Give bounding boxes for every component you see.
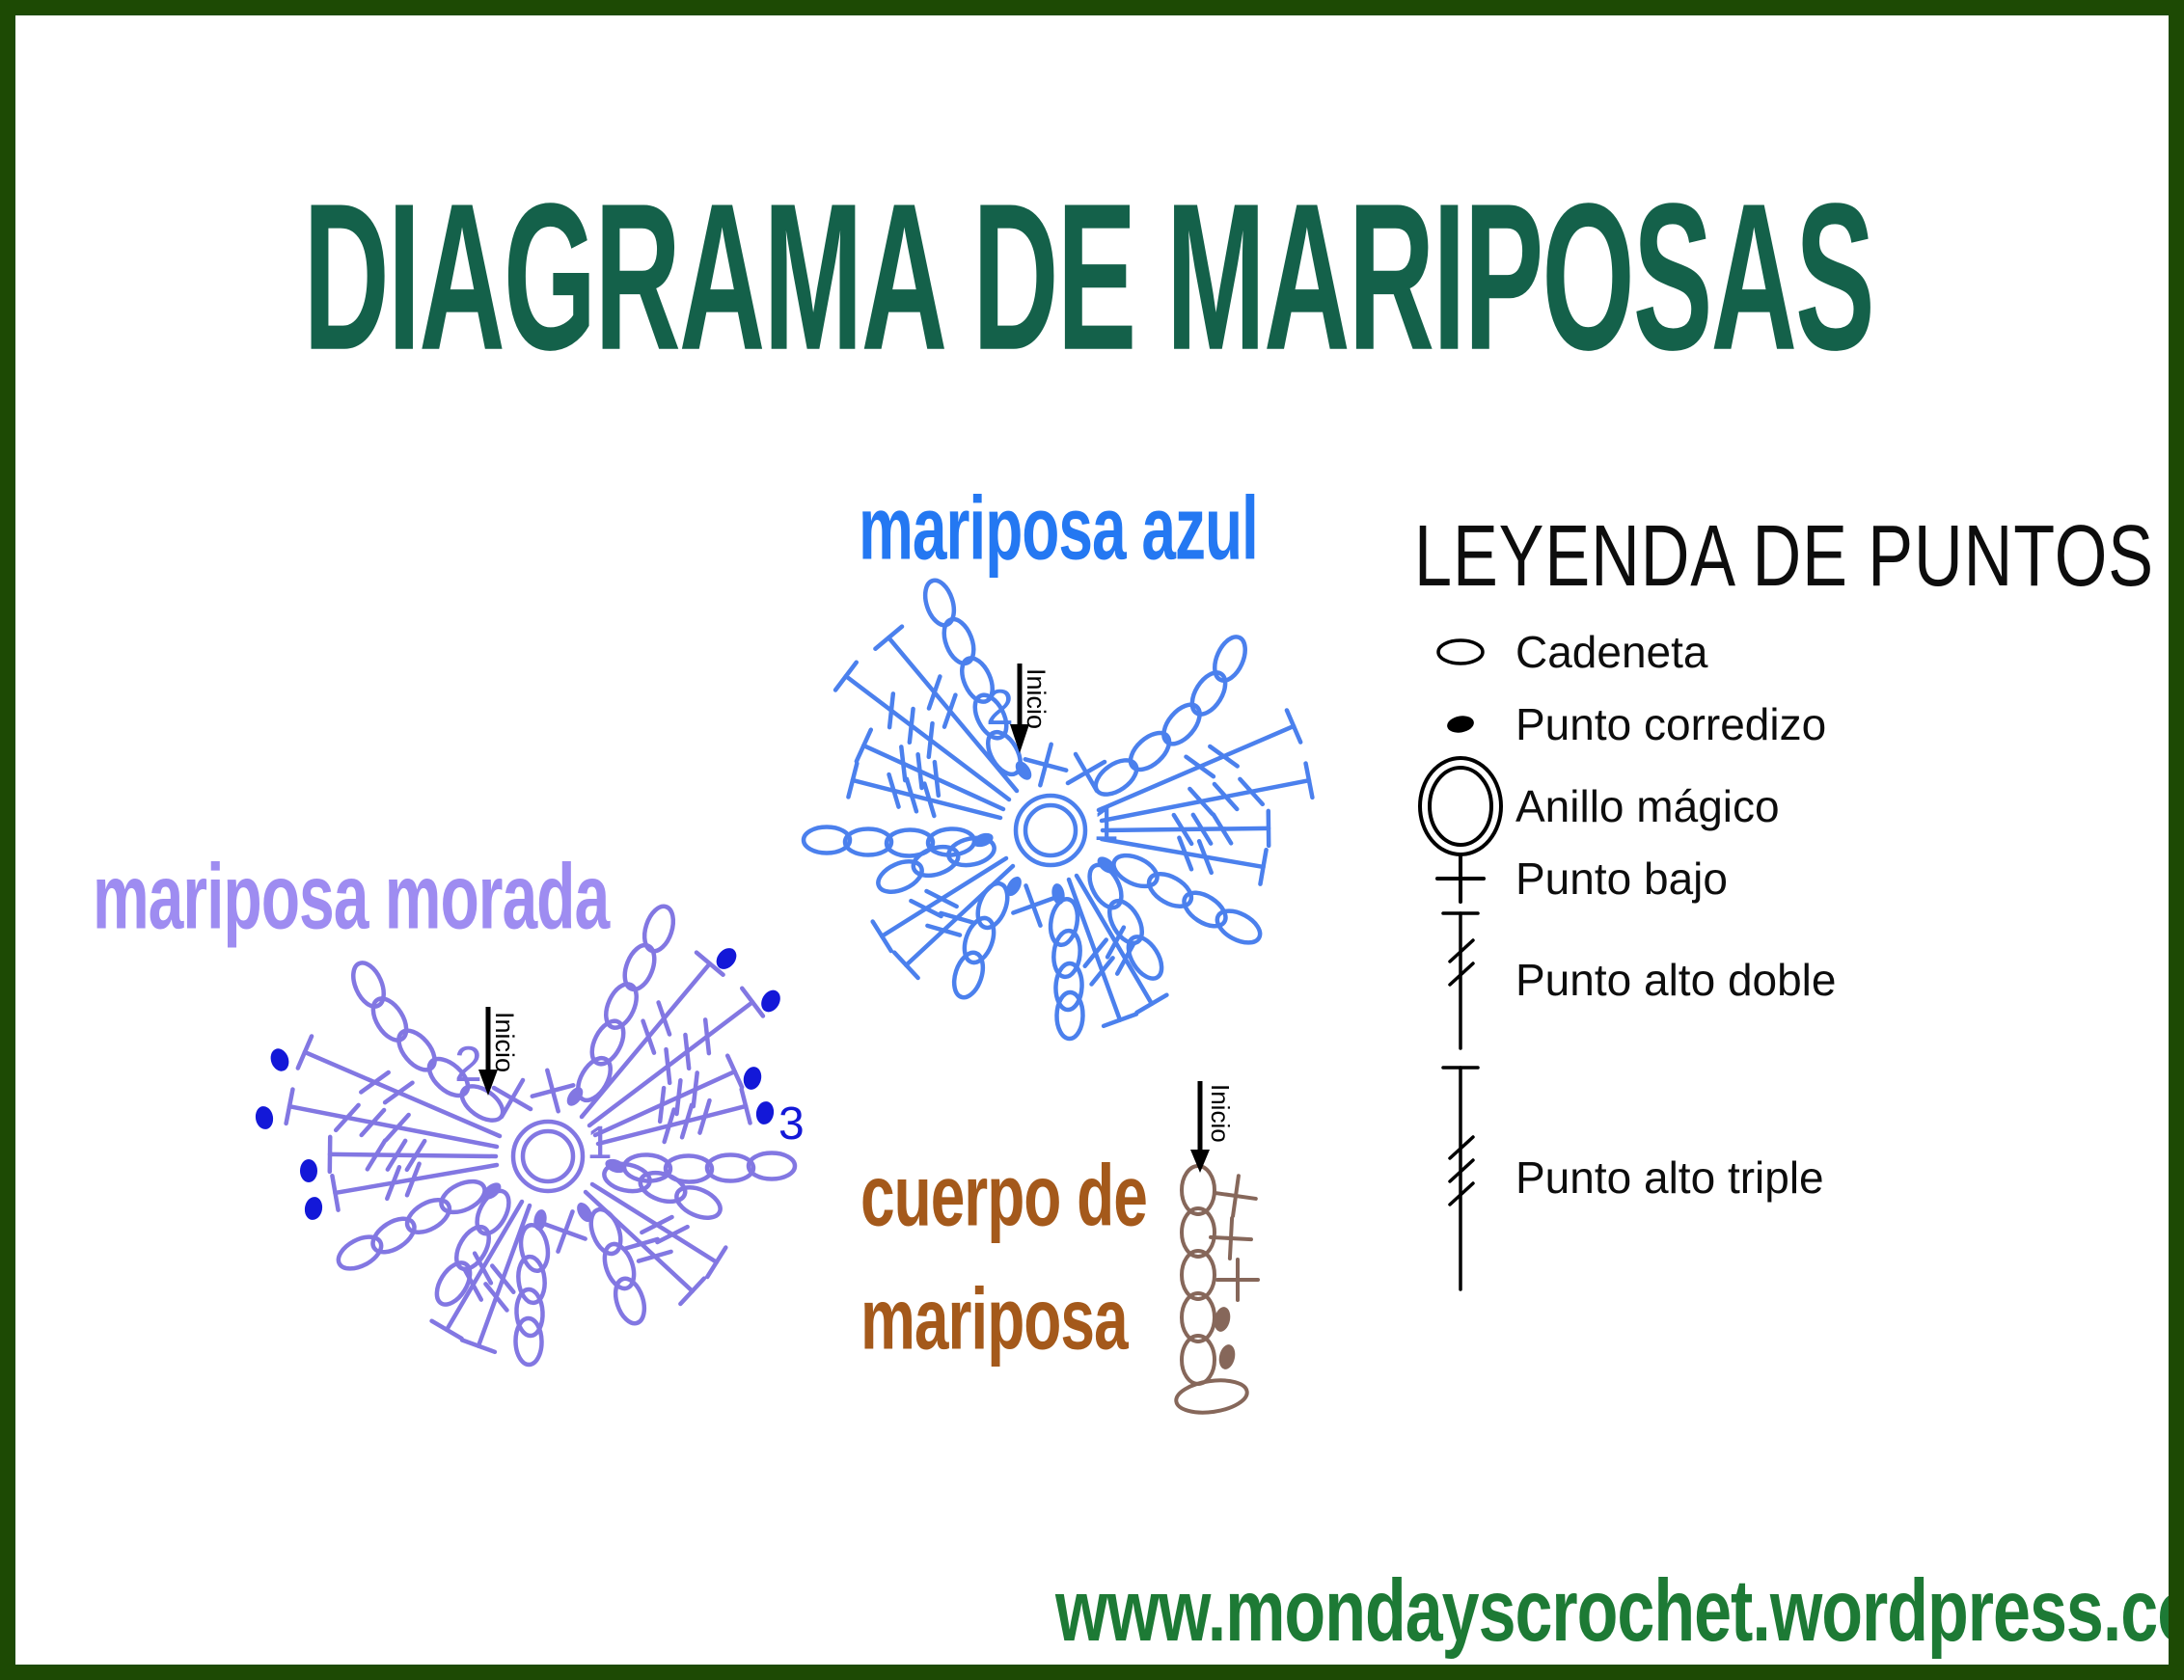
legend-label: Punto alto triple bbox=[1515, 1152, 1824, 1203]
label-mariposa-morada: mariposa morada bbox=[93, 844, 610, 948]
legend-label: Punto alto doble bbox=[1515, 955, 1837, 1005]
round1-number: 1 bbox=[587, 1118, 613, 1169]
round1-number: 1 bbox=[1093, 799, 1119, 851]
label-mariposa-azul: mariposa azul bbox=[859, 477, 1259, 579]
inicio-arrow bbox=[478, 1007, 498, 1096]
label-cuerpo-line1: cuerpo de bbox=[860, 1147, 1148, 1245]
label-cuerpo-line2: mariposa bbox=[860, 1270, 1129, 1368]
inicio-arrow bbox=[1010, 664, 1029, 753]
legend-row-bajo: Punto bajo bbox=[1405, 845, 1728, 912]
legend-label: Cadeneta bbox=[1515, 627, 1708, 677]
inicio-label: Inicio bbox=[1022, 668, 1051, 729]
butterfly-body-diagram: Inicio bbox=[1174, 1081, 1260, 1415]
legend-row-corredizo: Punto corredizo bbox=[1405, 695, 1826, 753]
legend-row-cadeneta: Cadeneta bbox=[1405, 623, 1708, 681]
legend-row-alto-doble: Punto alto doble bbox=[1405, 908, 1837, 1052]
triple-treble-icon bbox=[1440, 1066, 1480, 1291]
slip-stitch-icon bbox=[1446, 716, 1474, 733]
round2-number: 2 bbox=[986, 680, 1014, 736]
chain-stitch-icon bbox=[1435, 638, 1485, 665]
legend-row-anillo: Anillo mágico bbox=[1405, 752, 1780, 860]
blue-butterfly-diagram: Inicio 2 1 bbox=[732, 551, 1350, 1110]
page-title: DIAGRAMA DE MARIPOSAS bbox=[303, 161, 1874, 395]
website-url: www.mondayscrochet.wordpress.com bbox=[1055, 1561, 2184, 1660]
legend-row-alto-triple: Punto alto triple bbox=[1405, 1062, 1824, 1293]
legend-label: Anillo mágico bbox=[1515, 781, 1780, 831]
round3-slip-dots bbox=[255, 948, 780, 1220]
body-single-crochets bbox=[1209, 1174, 1260, 1302]
inicio-label: Inicio bbox=[490, 1012, 519, 1072]
body-chain bbox=[1174, 1164, 1249, 1415]
inicio-arrow bbox=[1190, 1081, 1210, 1173]
inicio-label: Inicio bbox=[1206, 1084, 1235, 1143]
legend-title: LEYENDA DE PUNTOS bbox=[1414, 506, 2154, 605]
legend-label: Punto bajo bbox=[1515, 854, 1728, 904]
single-crochet-icon bbox=[1434, 854, 1486, 904]
legend-label: Punto corredizo bbox=[1515, 699, 1827, 749]
body-slip-stitches bbox=[1214, 1307, 1236, 1369]
round2-number: 2 bbox=[454, 1037, 482, 1093]
purple-butterfly-diagram: Inicio 2 1 3 bbox=[255, 877, 805, 1436]
round3-number: 3 bbox=[778, 1098, 805, 1150]
double-treble-icon bbox=[1440, 911, 1480, 1050]
